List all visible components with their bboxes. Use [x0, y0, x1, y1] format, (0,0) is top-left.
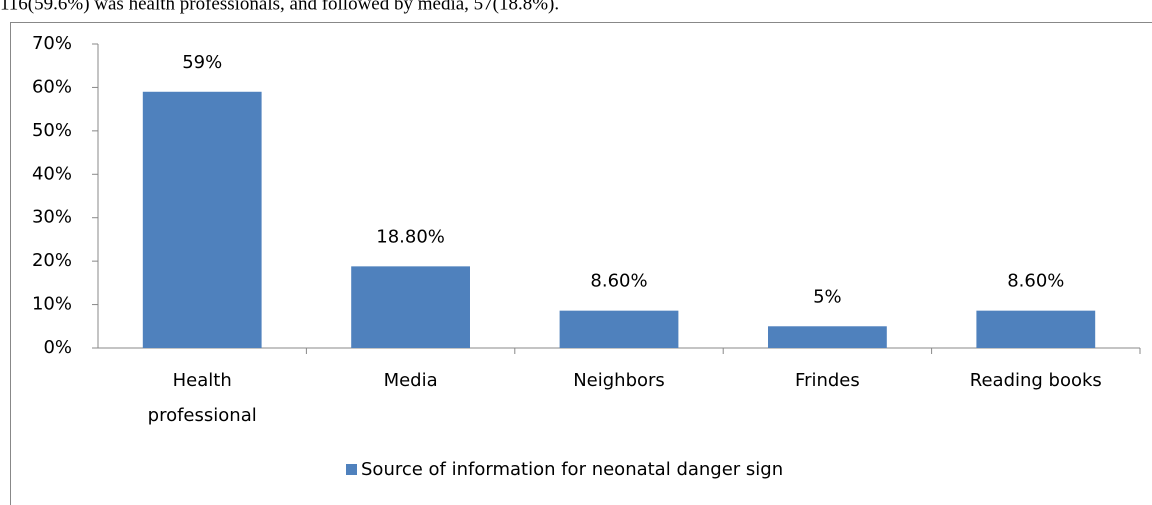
x-tick-label: Health professional: [148, 370, 257, 426]
data-label: 8.60%: [1007, 271, 1064, 292]
y-tick-label: 20%: [32, 250, 72, 271]
chart-border: [10, 22, 1152, 505]
bar: [976, 310, 1096, 348]
y-tick-label: 10%: [32, 294, 72, 315]
body-text: 116(59.6%) was health professionals, and…: [0, 0, 559, 14]
y-tick-label: 60%: [32, 76, 72, 97]
data-label: 59%: [182, 52, 222, 73]
bar: [559, 310, 679, 348]
y-tick-label: 30%: [32, 207, 72, 228]
y-tick-label: 70%: [32, 33, 72, 54]
bar: [142, 91, 262, 349]
legend-label: Source of information for neonatal dange…: [361, 459, 783, 480]
legend-swatch: [346, 464, 357, 475]
x-tick-label: Frindes: [795, 370, 860, 391]
x-tick-label: Reading books: [970, 370, 1102, 391]
y-tick-label: 50%: [32, 120, 72, 141]
y-tick-label: 40%: [32, 163, 72, 184]
bar: [351, 266, 470, 348]
x-tick-label: Media: [384, 370, 438, 391]
x-tick-label: Neighbors: [573, 370, 665, 391]
data-label: 18.80%: [376, 226, 445, 247]
data-label: 8.60%: [590, 271, 647, 292]
y-tick-label: 0%: [43, 337, 72, 358]
data-label: 5%: [813, 286, 842, 307]
bar: [768, 326, 887, 348]
